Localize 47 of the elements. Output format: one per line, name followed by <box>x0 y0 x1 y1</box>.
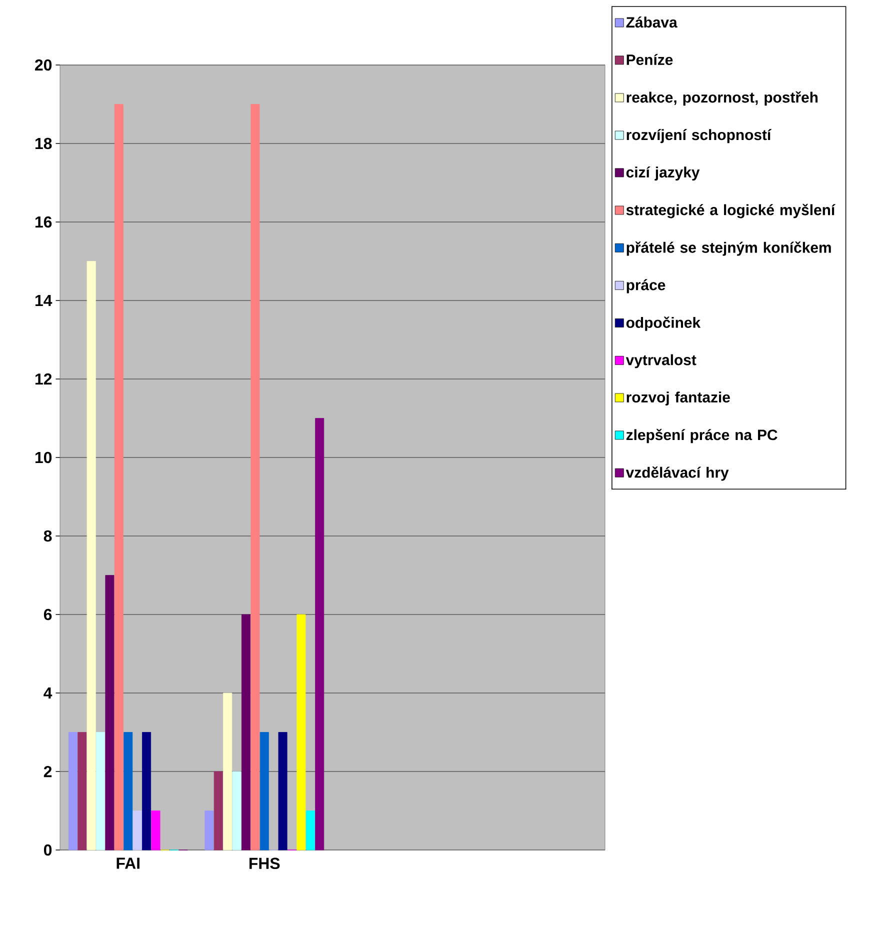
bar <box>232 771 242 850</box>
legend-label: Zábava <box>626 16 678 28</box>
y-tick-label: 16 <box>35 216 52 228</box>
x-tick-label: FAI <box>116 858 140 869</box>
bar <box>296 614 306 850</box>
y-tick-label: 4 <box>44 688 52 698</box>
y-tick-label: 2 <box>44 766 52 778</box>
legend-label: zlepšení práce na PC <box>626 428 778 444</box>
legend-label: odpočinek <box>626 316 701 331</box>
bar <box>241 614 250 850</box>
y-tick-label: 18 <box>35 138 52 150</box>
legend-label: reakce, pozornost, postřeh <box>626 91 818 106</box>
legend-label: strategické a logické myšlení <box>626 204 836 218</box>
bar <box>214 771 223 850</box>
bar <box>78 732 87 850</box>
bar <box>306 810 315 850</box>
bar <box>151 810 160 850</box>
bar <box>105 575 114 850</box>
bar <box>260 732 269 850</box>
legend-label: rozvíjení schopností <box>626 129 772 144</box>
bar <box>204 810 214 850</box>
bar <box>96 732 106 850</box>
bar <box>86 261 96 850</box>
legend-label: práce <box>626 279 666 294</box>
bar <box>132 810 142 850</box>
legend-label: vzdělávací hry <box>626 466 729 481</box>
bar <box>124 732 133 850</box>
bar <box>250 104 260 850</box>
y-tick-label: 0 <box>44 844 52 856</box>
bar <box>142 732 152 850</box>
y-tick-label: 8 <box>44 530 52 542</box>
y-tick-label: 20 <box>35 59 52 71</box>
legend-label: přátelé se stejným koníčkem <box>626 242 831 256</box>
x-tick-label: FHS <box>250 858 280 870</box>
legend-label: vytrvalost <box>626 354 696 368</box>
y-tick-label: 14 <box>35 295 52 306</box>
bar <box>315 418 324 850</box>
y-tick-label: 10 <box>35 452 52 464</box>
y-tick-label: 6 <box>44 608 52 620</box>
bar <box>114 104 124 850</box>
bar <box>223 692 232 850</box>
legend-label: rozvoj fantazie <box>626 392 730 406</box>
legend-label: cizí jazyky <box>626 166 700 181</box>
y-tick-label: 12 <box>35 373 52 385</box>
legend-label: Peníze <box>626 54 673 66</box>
bar <box>68 732 78 850</box>
bar <box>278 732 288 850</box>
